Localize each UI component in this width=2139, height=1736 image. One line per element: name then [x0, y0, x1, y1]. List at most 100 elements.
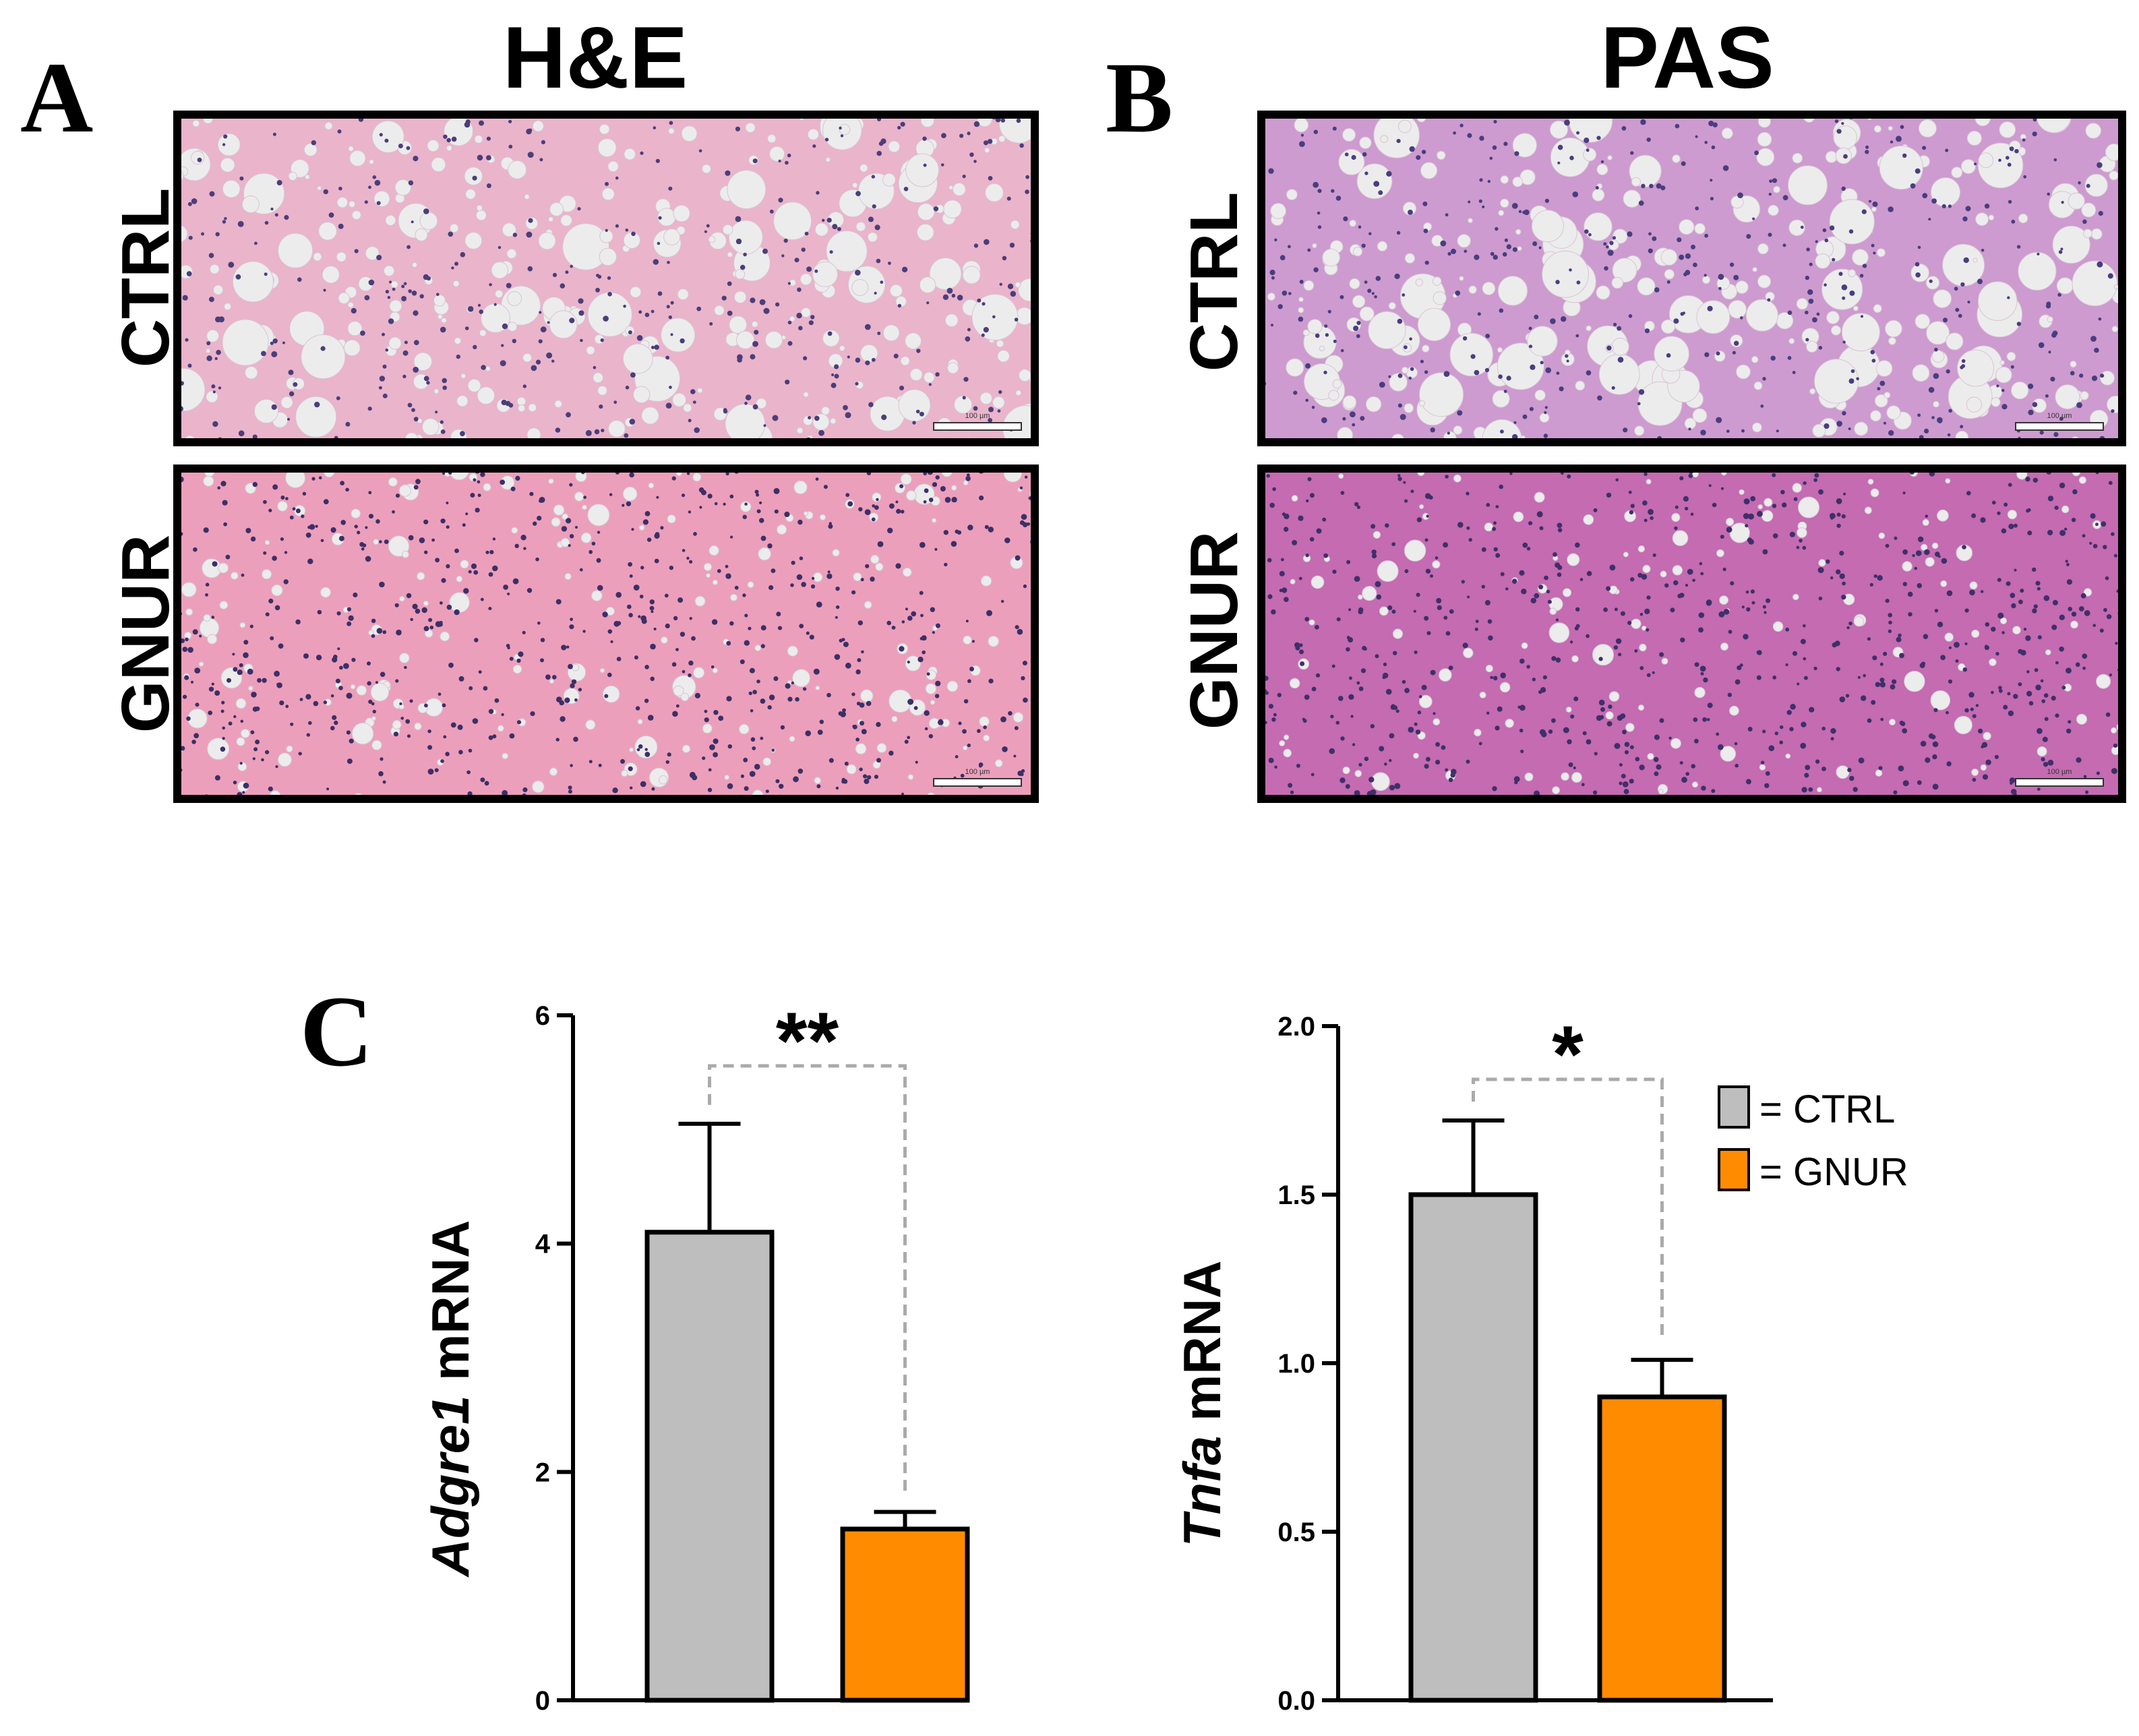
nucleus: [507, 593, 510, 595]
nucleus: [480, 777, 485, 783]
nucleus: [405, 719, 411, 724]
nucleus: [2105, 576, 2109, 580]
nucleus: [335, 678, 340, 684]
nucleus: [540, 326, 547, 332]
nucleus: [935, 623, 940, 628]
vacuole: [1978, 152, 1994, 169]
y-tick-label: 2.0: [1277, 1012, 1315, 1042]
nucleus: [1860, 315, 1864, 318]
nucleus: [510, 486, 516, 491]
nucleus: [1565, 354, 1569, 358]
nucleus: [1865, 145, 1869, 149]
nucleus: [1575, 607, 1580, 612]
nucleus: [2032, 567, 2037, 572]
vacuole: [449, 592, 470, 613]
nucleus: [1716, 417, 1722, 423]
nucleus: [1307, 248, 1311, 252]
nucleus: [983, 140, 989, 146]
nucleus: [804, 231, 809, 236]
vacuole: [1904, 671, 1925, 692]
nucleus: [1346, 560, 1351, 564]
vacuole: [1539, 413, 1550, 423]
nucleus: [754, 489, 759, 494]
vacuole: [1611, 338, 1629, 356]
vacuole: [948, 185, 954, 190]
nucleus: [1711, 789, 1716, 794]
nucleus: [816, 784, 821, 789]
nucleus: [1718, 274, 1724, 280]
nucleus: [1356, 334, 1360, 338]
nucleus: [1453, 131, 1457, 135]
nucleus: [689, 617, 692, 620]
micrograph-background: [1261, 469, 2122, 799]
nucleus: [261, 351, 266, 357]
vacuole: [1818, 559, 1826, 567]
nucleus: [1702, 717, 1708, 722]
nucleus: [2086, 183, 2090, 188]
nucleus: [1629, 745, 1634, 750]
nucleus: [1915, 168, 1921, 174]
nucleus: [625, 386, 630, 390]
nucleus: [427, 769, 434, 775]
nucleus: [1282, 587, 1288, 593]
vacuole: [1931, 350, 1945, 363]
vacuole: [702, 164, 711, 174]
vacuole: [916, 223, 934, 241]
nucleus: [1391, 609, 1396, 614]
nucleus: [424, 703, 428, 708]
nucleus: [1424, 616, 1429, 621]
vacuole: [952, 182, 966, 196]
nucleus: [816, 191, 820, 195]
nucleus: [967, 679, 971, 684]
nucleus: [205, 593, 208, 597]
nucleus: [413, 417, 419, 422]
nucleus: [406, 245, 411, 249]
vacuole: [1531, 210, 1564, 243]
vacuole: [951, 485, 957, 491]
nucleus: [868, 216, 874, 222]
vacuole: [1419, 504, 1424, 509]
nucleus: [844, 761, 849, 766]
nucleus: [940, 486, 946, 491]
nucleus: [1464, 249, 1468, 253]
nucleus: [1802, 545, 1807, 550]
nucleus: [265, 750, 270, 754]
nucleus: [644, 312, 650, 318]
vacuole: [1817, 787, 1822, 793]
nucleus: [756, 509, 761, 514]
vacuole: [895, 483, 905, 493]
vacuole: [730, 593, 737, 601]
nucleus: [1273, 713, 1277, 717]
nucleus: [1332, 569, 1337, 574]
nucleus: [1586, 148, 1590, 152]
nucleus: [1332, 126, 1337, 131]
vacuole: [1768, 204, 1779, 216]
vacuole: [1641, 626, 1647, 631]
nucleus: [1445, 768, 1449, 772]
nucleus: [2037, 635, 2042, 640]
nucleus: [1344, 152, 1349, 156]
nucleus: [963, 377, 969, 382]
nucleus: [1977, 278, 1983, 285]
vacuole: [1571, 655, 1579, 663]
nucleus: [749, 667, 755, 674]
nucleus: [1268, 168, 1274, 174]
nucleus: [857, 658, 862, 663]
nucleus: [451, 266, 454, 270]
vacuole: [253, 398, 279, 424]
vacuole: [599, 667, 605, 674]
nucleus: [1348, 608, 1352, 611]
vacuole: [943, 200, 962, 219]
vacuole: [1988, 214, 1995, 221]
nucleus: [664, 593, 669, 598]
vacuole: [621, 769, 628, 777]
row-label-gnur-a: GNUR: [108, 535, 183, 733]
vacuole: [1492, 390, 1510, 408]
nucleus: [2043, 693, 2049, 698]
nucleus: [2084, 610, 2090, 616]
scale-bar-label: 100 µm: [2047, 768, 2072, 776]
vacuole: [773, 202, 812, 241]
nucleus: [282, 341, 285, 345]
nucleus: [526, 128, 532, 135]
